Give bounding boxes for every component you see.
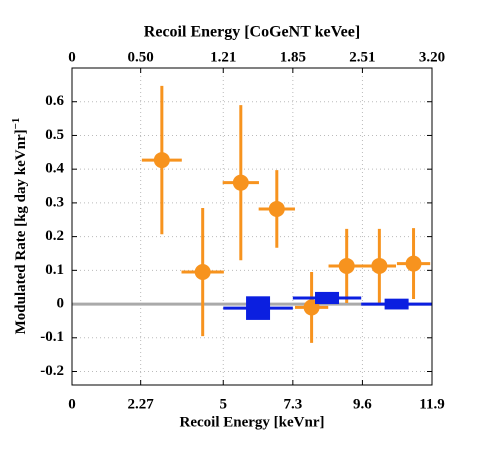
data-point [232, 174, 249, 191]
x-tick-label: 5 [220, 396, 228, 412]
y-tick-label: -0.1 [40, 329, 64, 345]
data-point [268, 200, 285, 217]
x2-tick-label: 0 [68, 49, 76, 65]
plot-frame [71, 67, 433, 386]
x-tick-label: 9.6 [353, 396, 372, 412]
y-tick-label: -0.2 [40, 363, 64, 379]
y-tick-label: 0.6 [45, 93, 64, 109]
x2-axis-label: Recoil Energy [CoGeNT keVee] [144, 24, 360, 41]
plot-area [72, 68, 432, 385]
data-box [315, 291, 340, 305]
y-tick-label: 0.2 [45, 228, 64, 244]
data-box [384, 298, 409, 310]
data-point [153, 152, 170, 169]
y-tick-label: 0 [57, 296, 65, 312]
y-tick-label: 0.1 [45, 262, 64, 278]
data-box [246, 296, 271, 320]
x-tick-label: 2.27 [128, 396, 155, 412]
x2-tick-label: 2.51 [349, 49, 375, 65]
y-axis-label: Modulated Rate [kg day keVnr]−1 [10, 118, 30, 335]
data-point [371, 257, 388, 274]
x-axis-label: Recoil Energy [keVnr] [180, 414, 325, 430]
y-axis-label-exponent: −1 [10, 118, 22, 130]
x-tick-label: 7.3 [283, 396, 302, 412]
data-point [405, 255, 422, 272]
x2-tick-label: 1.21 [210, 49, 236, 65]
data-point [338, 257, 355, 274]
x2-tick-label: 0.50 [128, 49, 154, 65]
x2-tick-label: 1.85 [280, 49, 306, 65]
x-tick-label: 0 [68, 396, 76, 412]
data-point [194, 264, 211, 281]
y-tick-label: 0.4 [45, 161, 64, 177]
y-tick-label: 0.5 [45, 127, 64, 143]
x2-tick-label: 3.20 [419, 49, 445, 65]
x-tick-label: 11.9 [419, 396, 444, 412]
y-tick-label: 0.3 [45, 194, 64, 210]
y-axis-label-main: Modulated Rate [kg day keVnr] [13, 129, 29, 334]
